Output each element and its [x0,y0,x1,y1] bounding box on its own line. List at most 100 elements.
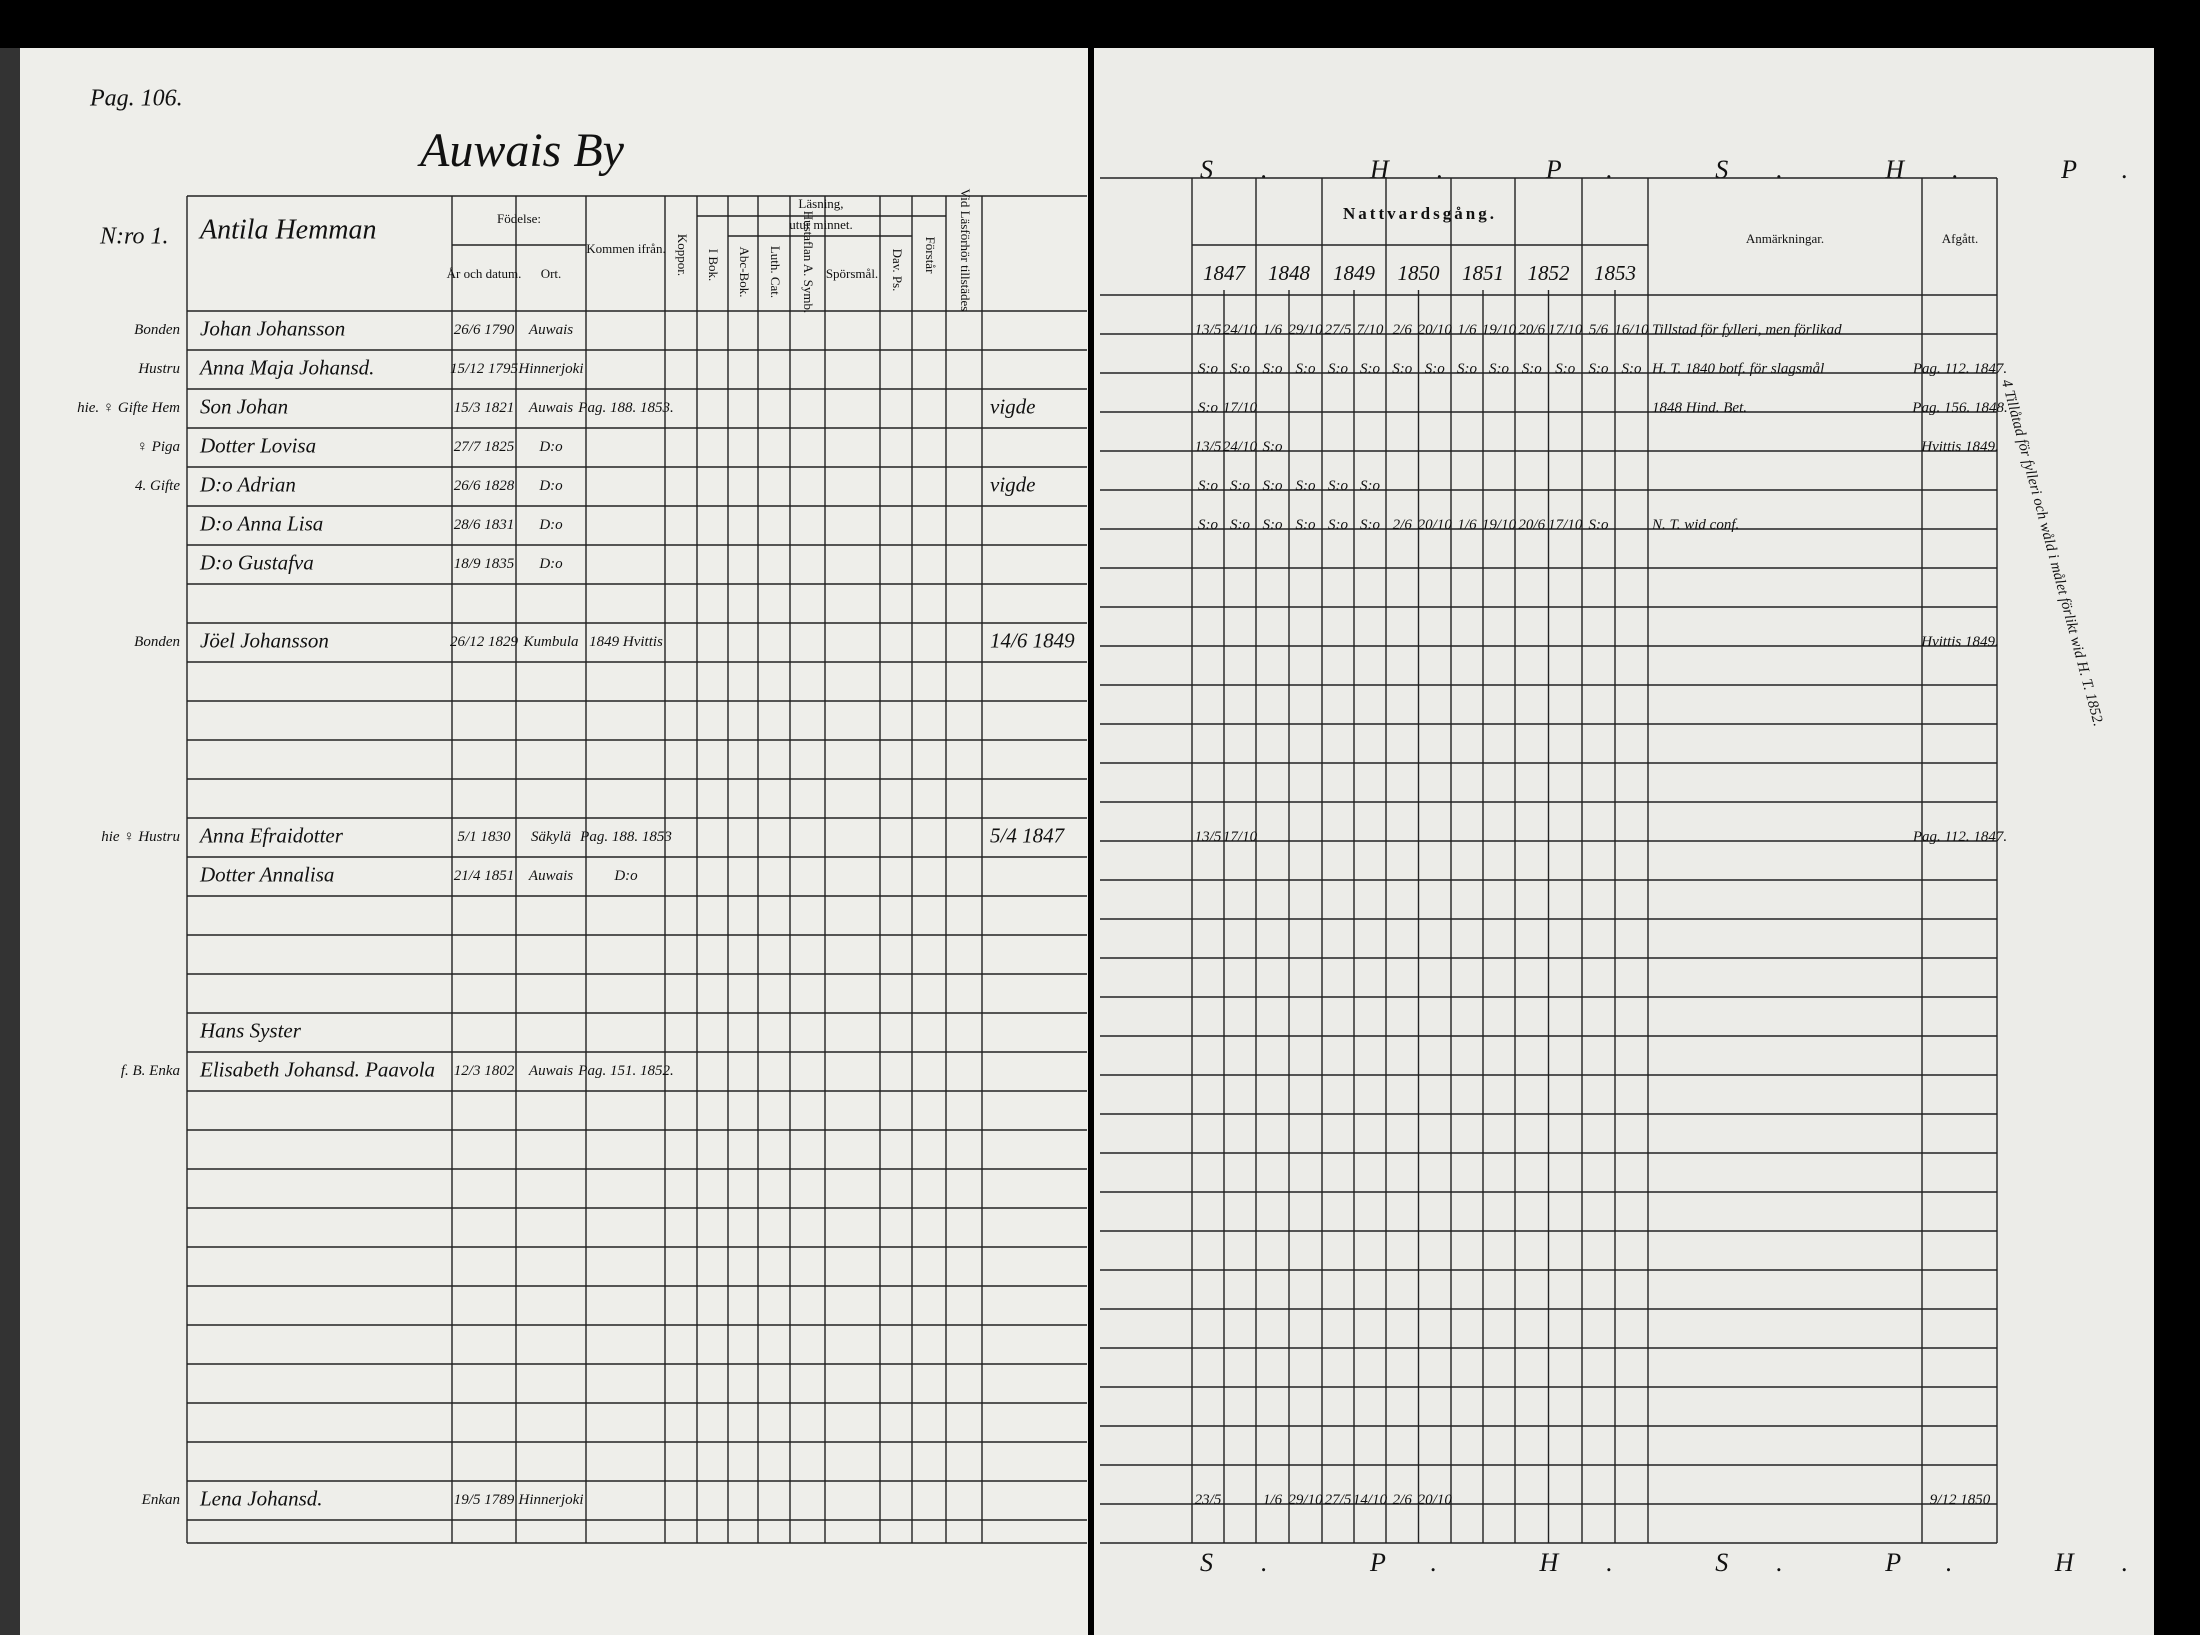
page-number: Pag. 106. [89,86,183,112]
communion-date: S:o [1589,361,1609,377]
remark: Tillstad för fylleri, men förlikad [1652,322,1842,338]
communion-date: 13/5 [1195,439,1222,455]
communion-date: S:o [1489,361,1509,377]
birth-place: D:o [538,439,563,455]
name: Dotter Annalisa [199,862,334,886]
year-header: 1847 [1203,261,1247,285]
communion-date: 1/6 [1457,322,1477,338]
column-header: utur minnet. [789,217,853,232]
came-from: Pag. 188. 1853 [579,829,672,845]
communion-date: 24/10 [1223,322,1258,338]
role: ♀ Piga [137,439,180,455]
role: Bonden [134,634,180,650]
birth-place: D:o [538,556,563,572]
communion-date: 19/10 [1482,322,1517,338]
name: Anna Efraidotter [198,823,344,847]
present: 14/6 1849 [990,628,1075,652]
communion-date: S:o [1328,517,1348,533]
communion-date: S:o [1296,517,1316,533]
birth-date: 27/7 1825 [454,439,515,455]
year-header: 1849 [1333,261,1376,285]
communion-date: S:o [1263,517,1283,533]
communion-date: S:o [1198,478,1218,494]
departed: Hvittis 1849. [1920,439,1999,455]
name: Son Johan [200,394,288,418]
birth-place: Kumbula [522,634,578,650]
year-header: 1852 [1528,261,1571,285]
communion-date: S:o [1360,361,1380,377]
communion-date: 14/10 [1353,1492,1388,1508]
role: Bonden [134,322,180,338]
column-header: Koppor. [675,234,690,276]
communion-date: 20/10 [1418,517,1453,533]
birth-date: 5/1 1830 [458,829,511,845]
communion-date: 20/10 [1418,1492,1453,1508]
communion-date: 27/5 [1325,1492,1352,1508]
birth-date: 15/3 1821 [454,400,514,416]
remark: 1848 Hind. Bet. [1652,400,1747,416]
column-header: Luth. Cat. [768,246,783,298]
column-header: Dav. Ps. [890,249,905,292]
communion-date: 29/10 [1288,322,1323,338]
column-header: Förstår [923,237,938,275]
communion-date: 13/5 [1195,829,1222,845]
birth-date: 28/6 1831 [454,517,514,533]
village-title: Auwais By [417,124,625,177]
communion-date: 5/6 [1589,322,1609,338]
communion-date: 1/6 [1457,517,1477,533]
communion-date: S:o [1589,517,1609,533]
communion-date: S:o [1263,478,1283,494]
name: D:o Adrian [199,472,296,496]
column-header: Läsning, [798,196,843,211]
communion-date: 29/10 [1288,1492,1323,1508]
birth-place: Hinnerjoki [518,361,584,377]
communion-date: 17/10 [1223,829,1258,845]
communion-date: 20/10 [1418,322,1453,338]
birth-place: Auwais [528,868,573,884]
column-header: År och datum. [447,266,522,281]
communion-date: S:o [1198,400,1218,416]
present: 5/4 1847 [990,823,1066,847]
came-from: D:o [613,868,638,884]
birth-place: Auwais [528,1063,573,1079]
communion-date: S:o [1392,361,1412,377]
name: D:o Anna Lisa [199,511,323,535]
name: D:o Gustafva [199,550,314,574]
birth-place: D:o [538,517,563,533]
communion-date: 1/6 [1263,322,1283,338]
communion-date: 2/6 [1393,517,1413,533]
year-header: 1848 [1268,261,1311,285]
column-header: I Bok. [706,249,721,282]
communion-date: S:o [1360,478,1380,494]
column-header: Hustaflan A. Symb. [801,211,816,314]
birth-place: Hinnerjoki [518,1492,584,1508]
farm-name: Antila Hemman [198,214,377,245]
birth-date: 15/12 1795 [450,361,518,377]
top-letters: S. H. P. S. H. P. S. [1200,155,2200,184]
present: vigde [990,394,1035,418]
communion-date: S:o [1622,361,1642,377]
birth-date: 26/12 1829 [450,634,518,650]
role: Enkan [141,1492,180,1508]
birth-date: 19/5 1789 [454,1492,515,1508]
communion-date: S:o [1296,478,1316,494]
communion-date: S:o [1555,361,1575,377]
communion-date: S:o [1296,361,1316,377]
communion-date: 17/10 [1548,322,1583,338]
remark: N. T. wid conf. [1651,517,1739,533]
birth-place: Auwais [528,400,573,416]
communion-date: 1/6 [1263,1492,1283,1508]
name: Lena Johansd. [199,1486,323,1510]
communion-date: 20/6 [1518,517,1545,533]
departed: Pag. 112. 1847. [1912,361,2007,377]
binding [0,48,20,1635]
name: Anna Maja Johansd. [198,355,374,379]
communion-date: 2/6 [1393,322,1413,338]
name: Elisabeth Johansd. Paavola [199,1057,435,1081]
column-header: Afgått. [1942,231,1978,246]
departed: Hvittis 1849. [1920,634,1999,650]
year-header: 1850 [1398,261,1441,285]
birth-place: D:o [538,478,563,494]
farm-number: N:ro 1. [99,224,168,250]
